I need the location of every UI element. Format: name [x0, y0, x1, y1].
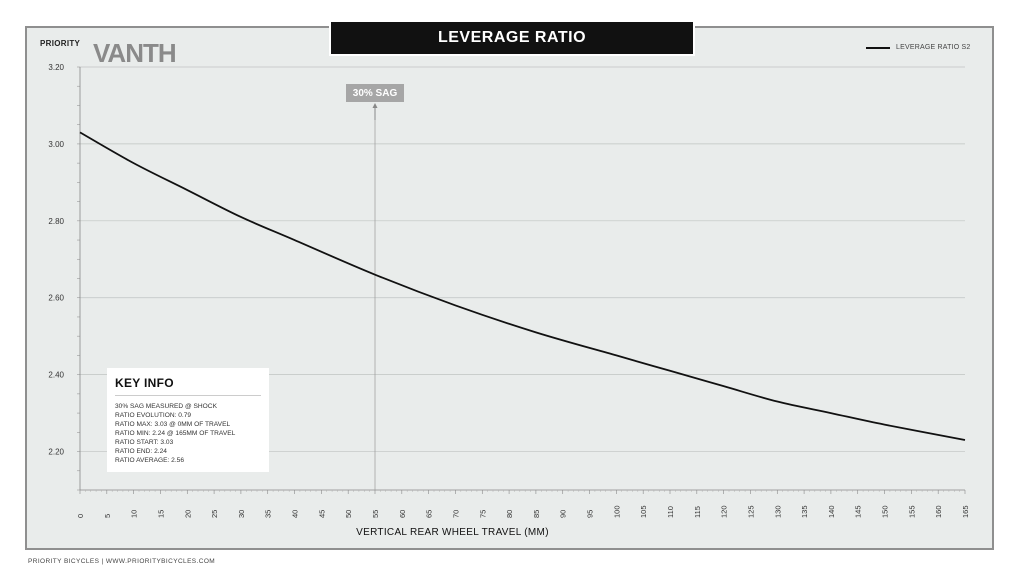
legend-label: LEVERAGE RATIO S2 [896, 44, 971, 51]
x-tick-label: 105 [639, 505, 648, 518]
x-tick-label: 110 [666, 506, 675, 518]
chart-title: LEVERAGE RATIO [329, 20, 695, 56]
y-tick-label: 3.20 [48, 63, 64, 72]
key-info-line: RATIO EVOLUTION: 0.79 [115, 412, 192, 419]
x-tick-label: 55 [371, 510, 380, 518]
x-tick-label: 15 [156, 510, 165, 518]
x-tick-label: 30 [237, 510, 246, 518]
y-tick-label: 2.80 [48, 217, 64, 226]
x-tick-label: 160 [934, 505, 943, 518]
x-tick-label: 80 [505, 510, 514, 518]
y-tick-label: 2.40 [48, 371, 64, 380]
x-tick-label: 90 [559, 510, 568, 518]
x-tick-label: 50 [344, 510, 353, 518]
key-info-line: RATIO AVERAGE: 2.56 [115, 457, 185, 464]
footer-text: PRIORITY BICYCLES | WWW.PRIORITYBICYCLES… [28, 558, 216, 565]
key-info-line: 30% SAG MEASURED @ SHOCK [115, 403, 217, 410]
key-info-line: RATIO END: 2.24 [115, 448, 167, 455]
series-line [79, 131, 966, 441]
x-tick-label: 100 [612, 505, 621, 518]
x-tick-label: 125 [746, 505, 755, 518]
x-tick-label: 135 [800, 505, 809, 518]
x-tick-label: 25 [210, 510, 219, 518]
brand-label: PRIORITY [40, 39, 81, 48]
x-tick-label: 70 [451, 510, 460, 518]
x-tick-label: 140 [827, 505, 836, 518]
x-tick-label: 165 [961, 505, 970, 518]
x-tick-label: 85 [532, 510, 541, 518]
x-tick-label: 130 [773, 505, 782, 518]
x-tick-label: 155 [907, 505, 916, 518]
key-info-line: RATIO START: 3.03 [115, 439, 174, 446]
key-info-heading: KEY INFO [115, 376, 261, 396]
model-logo: VANTH [93, 38, 177, 68]
key-info-line: RATIO MIN: 2.24 @ 165MM OF TRAVEL [115, 430, 236, 437]
y-tick-label: 2.20 [48, 448, 64, 457]
x-tick-label: 40 [291, 510, 300, 518]
x-tick-label: 65 [425, 510, 434, 518]
x-tick-label: 35 [264, 510, 273, 518]
x-tick-label: 10 [130, 510, 139, 518]
x-tick-label: 60 [398, 510, 407, 518]
sag-label: 30% SAG [346, 84, 404, 102]
key-info-box: KEY INFO 30% SAG MEASURED @ SHOCK RATIO … [107, 368, 269, 472]
x-tick-label: 145 [854, 505, 863, 518]
x-tick-label: 115 [693, 506, 702, 518]
legend-swatch [866, 46, 890, 49]
x-tick-label: 5 [103, 514, 112, 518]
x-tick-label: 95 [586, 510, 595, 518]
x-tick-label: 75 [478, 510, 487, 518]
y-tick-label: 2.60 [48, 294, 64, 303]
y-tick-label: 3.00 [48, 140, 64, 149]
x-tick-label: 0 [76, 514, 85, 518]
legend: LEVERAGE RATIO S2 [866, 44, 970, 51]
x-tick-label: 20 [183, 510, 192, 518]
x-tick-label: 150 [881, 505, 890, 518]
sag-arrow [372, 103, 378, 108]
key-info-line: RATIO MAX: 3.03 @ 0MM OF TRAVEL [115, 421, 231, 428]
x-tick-label: 120 [720, 505, 729, 518]
x-tick-label: 45 [317, 510, 326, 518]
x-axis-label: VERTICAL REAR WHEEL TRAVEL (MM) [356, 527, 549, 538]
